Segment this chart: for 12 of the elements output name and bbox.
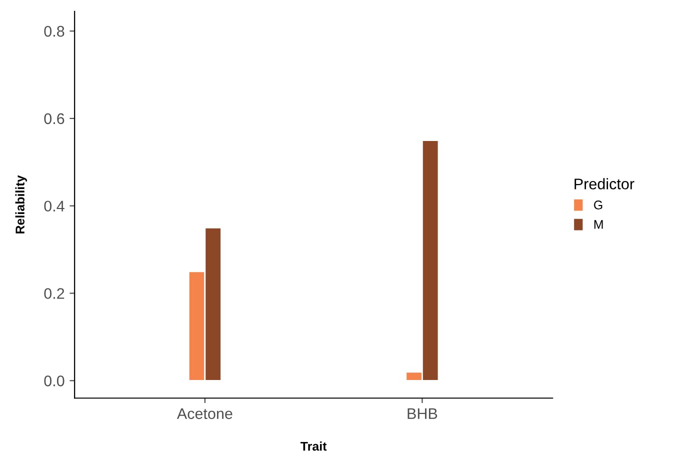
y-tick-label: 0.2 — [44, 288, 64, 299]
y-tick-label: 0.8 — [44, 26, 64, 37]
legend-title: Predictor — [574, 178, 634, 190]
y-tick-label: 0.0 — [44, 376, 64, 386]
x-tick-label: BHB — [408, 408, 438, 419]
y-axis-title: Reliability — [15, 175, 27, 234]
legend-label: G — [594, 200, 602, 210]
y-tick-label: 0.6 — [44, 113, 64, 124]
legend-label: M — [594, 220, 603, 229]
x-axis-title: Trait — [300, 442, 327, 451]
y-tick-label: 0.4 — [44, 200, 64, 212]
x-tick-label: Acetone — [176, 408, 232, 420]
